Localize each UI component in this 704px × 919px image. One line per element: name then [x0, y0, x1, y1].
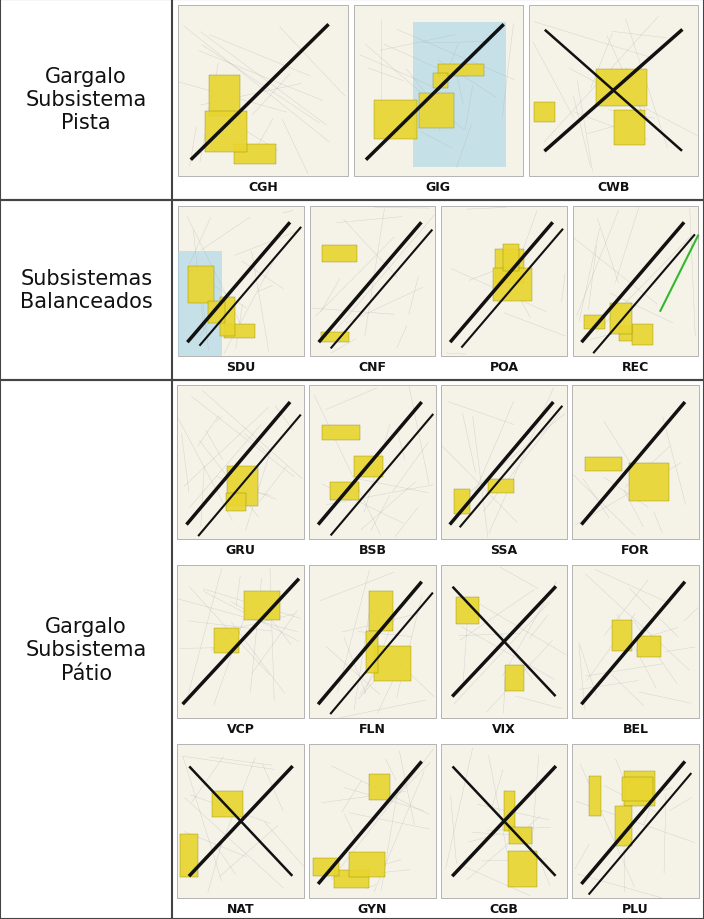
Bar [534, 103, 555, 123]
Text: CGB: CGB [489, 902, 518, 915]
Bar [177, 744, 304, 898]
Text: GRU: GRU [226, 543, 256, 556]
Bar [309, 565, 436, 719]
Bar [572, 744, 699, 898]
Bar [322, 246, 357, 263]
Bar [632, 324, 653, 346]
Bar [615, 806, 631, 846]
Bar [226, 494, 246, 512]
Bar [455, 597, 479, 625]
Bar [441, 207, 567, 357]
Bar [441, 744, 567, 898]
Bar [495, 250, 524, 283]
Bar [572, 565, 699, 719]
Bar [494, 269, 532, 301]
Text: VIX: VIX [492, 722, 516, 735]
Bar [369, 591, 394, 631]
Bar [419, 95, 453, 130]
Text: REC: REC [622, 360, 649, 373]
Text: SDU: SDU [227, 360, 256, 373]
Bar [224, 325, 255, 339]
Bar [177, 385, 304, 539]
Text: Subsistemas
Balanceados: Subsistemas Balanceados [20, 269, 153, 312]
Bar [177, 565, 304, 719]
Bar [624, 772, 655, 806]
Bar [584, 316, 605, 329]
Bar [572, 207, 698, 357]
Text: CNF: CNF [358, 360, 386, 373]
Bar [622, 777, 653, 801]
Bar [529, 6, 698, 176]
Bar [504, 790, 515, 831]
Bar [227, 467, 258, 506]
Text: VCP: VCP [227, 722, 255, 735]
Text: POA: POA [489, 360, 518, 373]
Bar [505, 665, 524, 691]
Text: NAT: NAT [227, 902, 255, 915]
Text: GIG: GIG [426, 180, 451, 193]
Text: FLN: FLN [359, 722, 386, 735]
Bar [234, 145, 277, 165]
Bar [413, 23, 506, 168]
Bar [309, 744, 436, 898]
Bar [365, 631, 377, 673]
Bar [374, 646, 411, 681]
Bar [610, 304, 631, 335]
Bar [489, 479, 515, 494]
Bar [180, 834, 198, 877]
Bar [212, 790, 243, 817]
Bar [433, 74, 448, 88]
Text: BSB: BSB [358, 543, 386, 556]
Bar [353, 6, 523, 176]
Bar [375, 100, 417, 140]
Text: Gargalo
Subsistema
Pátio: Gargalo Subsistema Pátio [25, 617, 147, 683]
Bar [322, 425, 360, 440]
Bar [208, 76, 240, 118]
Bar [310, 207, 435, 357]
Bar [329, 482, 359, 501]
Bar [615, 111, 645, 145]
Bar [208, 301, 225, 323]
Bar [637, 636, 661, 657]
Bar [349, 852, 384, 877]
Bar [354, 456, 383, 478]
Bar [244, 591, 280, 620]
Bar [441, 385, 567, 539]
Bar [179, 6, 348, 176]
Bar [206, 111, 247, 153]
Text: GYN: GYN [358, 902, 387, 915]
Bar [629, 463, 669, 501]
Bar [188, 267, 213, 304]
Text: CGH: CGH [249, 180, 278, 193]
Bar [619, 327, 633, 342]
Bar [215, 629, 239, 653]
Bar [589, 777, 601, 816]
Bar [220, 298, 235, 337]
Bar [179, 252, 222, 357]
Bar [612, 621, 632, 652]
Bar [454, 490, 470, 514]
Bar [437, 65, 484, 76]
Bar [179, 207, 304, 357]
Text: FOR: FOR [622, 543, 650, 556]
Text: PLU: PLU [622, 902, 649, 915]
Bar [572, 385, 699, 539]
Bar [586, 457, 622, 471]
Bar [509, 827, 532, 845]
Text: SSA: SSA [491, 543, 517, 556]
Bar [321, 333, 349, 342]
Bar [596, 70, 647, 107]
Bar [309, 385, 436, 539]
Bar [441, 565, 567, 719]
Bar [503, 244, 519, 271]
Bar [508, 851, 536, 887]
Bar [370, 774, 390, 800]
Text: CWB: CWB [597, 180, 629, 193]
Text: BEL: BEL [622, 722, 648, 735]
Text: Gargalo
Subsistema
Pista: Gargalo Subsistema Pista [25, 67, 147, 133]
Bar [334, 870, 369, 888]
Bar [313, 858, 339, 876]
